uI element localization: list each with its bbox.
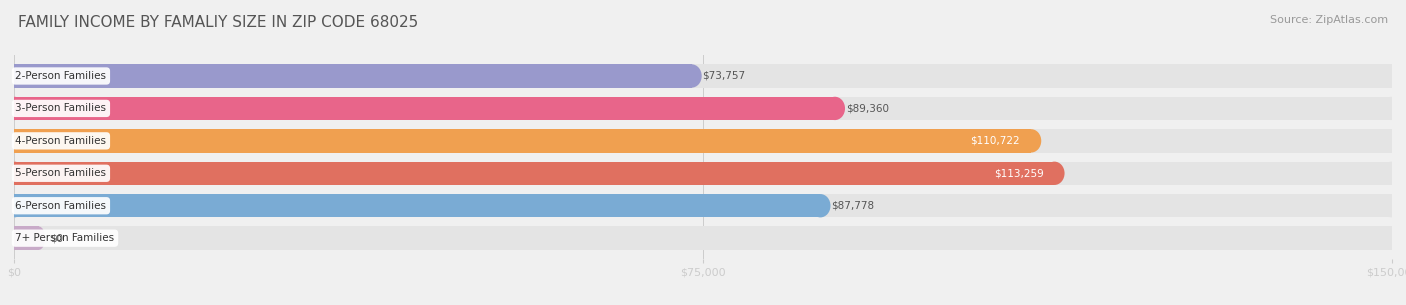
Ellipse shape <box>4 64 24 88</box>
Ellipse shape <box>1379 129 1405 152</box>
Bar <box>14 97 835 120</box>
Ellipse shape <box>4 97 24 120</box>
Ellipse shape <box>1 227 27 250</box>
Bar <box>14 162 1392 185</box>
Ellipse shape <box>4 162 24 185</box>
Ellipse shape <box>1379 64 1405 88</box>
Bar <box>14 227 39 250</box>
Text: 2-Person Families: 2-Person Families <box>15 71 107 81</box>
Ellipse shape <box>810 194 831 217</box>
Ellipse shape <box>1 64 27 88</box>
Text: $89,360: $89,360 <box>846 103 889 113</box>
Ellipse shape <box>1379 162 1405 185</box>
Bar <box>14 64 692 88</box>
Text: Source: ZipAtlas.com: Source: ZipAtlas.com <box>1270 15 1388 25</box>
Ellipse shape <box>4 194 24 217</box>
Text: $0: $0 <box>49 233 63 243</box>
Text: FAMILY INCOME BY FAMALIY SIZE IN ZIP CODE 68025: FAMILY INCOME BY FAMALIY SIZE IN ZIP COD… <box>18 15 419 30</box>
Ellipse shape <box>1 194 27 217</box>
Bar <box>14 194 1392 217</box>
Bar <box>14 194 820 217</box>
Bar <box>14 129 1031 152</box>
Text: $73,757: $73,757 <box>703 71 745 81</box>
Ellipse shape <box>1379 227 1405 250</box>
Ellipse shape <box>1 162 27 185</box>
Text: 7+ Person Families: 7+ Person Families <box>15 233 114 243</box>
Ellipse shape <box>4 129 24 152</box>
Text: 3-Person Families: 3-Person Families <box>15 103 107 113</box>
Ellipse shape <box>32 227 45 250</box>
Text: $87,778: $87,778 <box>831 201 875 211</box>
Text: $113,259: $113,259 <box>994 168 1043 178</box>
Bar <box>14 97 1392 120</box>
Text: 6-Person Families: 6-Person Families <box>15 201 107 211</box>
Ellipse shape <box>1379 97 1405 120</box>
Text: $110,722: $110,722 <box>970 136 1021 146</box>
Ellipse shape <box>825 97 845 120</box>
Ellipse shape <box>1 97 27 120</box>
Bar <box>14 129 1392 152</box>
Ellipse shape <box>1 129 27 152</box>
Text: 4-Person Families: 4-Person Families <box>15 136 107 146</box>
Ellipse shape <box>1045 162 1064 185</box>
Ellipse shape <box>8 227 20 250</box>
Ellipse shape <box>1379 194 1405 217</box>
Ellipse shape <box>682 64 702 88</box>
Ellipse shape <box>1021 129 1042 152</box>
Bar <box>14 227 1392 250</box>
Bar <box>14 64 1392 88</box>
Text: 5-Person Families: 5-Person Families <box>15 168 107 178</box>
Bar <box>14 162 1054 185</box>
